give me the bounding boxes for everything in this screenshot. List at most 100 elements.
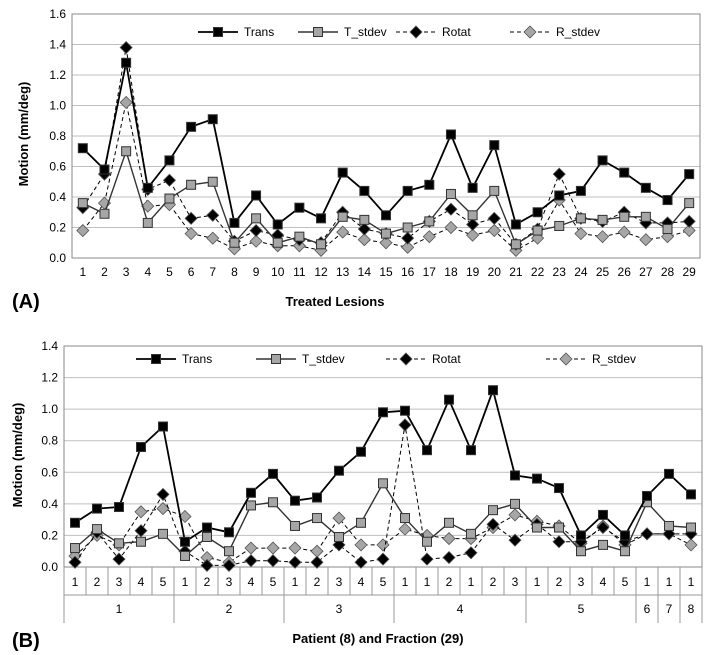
panel-a-point-r-stdev bbox=[617, 225, 631, 239]
panel-a-point-trans bbox=[402, 185, 413, 196]
panel-a-point-rotat bbox=[206, 208, 220, 222]
panel-b-point-trans bbox=[114, 502, 124, 513]
panel-b-fraction-label: 2 bbox=[204, 575, 211, 589]
panel-a-x-tick-label: 11 bbox=[293, 265, 306, 279]
panel-a-y-tick-label: 1.6 bbox=[49, 7, 66, 21]
panel-a-x-tick-label: 19 bbox=[466, 265, 480, 279]
panel-a-point-rotat bbox=[249, 223, 263, 238]
panel-b-point-trans bbox=[422, 445, 432, 456]
panel-b-fraction-label: 5 bbox=[622, 575, 629, 589]
panel-b-fraction-label: 1 bbox=[534, 575, 541, 589]
panel-a-x-tick-label: 22 bbox=[531, 265, 545, 279]
panel-a-point-t-stdev bbox=[186, 179, 197, 190]
panel-b-legend-marker bbox=[399, 352, 413, 366]
panel-a-legend-marker bbox=[313, 27, 323, 37]
panel-b-point-trans bbox=[664, 468, 674, 479]
panel-a-point-t-stdev bbox=[272, 237, 283, 248]
panel-b-fraction-label: 5 bbox=[270, 575, 277, 589]
panel-a-point-t-stdev bbox=[532, 225, 543, 236]
panel-b-point-t-stdev bbox=[554, 522, 564, 533]
panel-b-point-trans bbox=[92, 503, 102, 514]
panel-a-point-t-stdev bbox=[337, 211, 348, 222]
panel-a-point-t-stdev bbox=[424, 216, 435, 227]
panel-a-x-tick-label: 29 bbox=[682, 265, 696, 279]
panel-a-y-tick-label: 1.4 bbox=[49, 38, 66, 52]
panel-b-point-rotat bbox=[464, 546, 478, 560]
panel-b-point-r-stdev bbox=[266, 541, 280, 555]
panel-b-fraction-label: 1 bbox=[402, 575, 409, 589]
panel-b-y-tick-label: 0.2 bbox=[41, 528, 58, 542]
panel-a-y-tick-label: 1.2 bbox=[49, 68, 66, 82]
panel-a-point-trans bbox=[272, 219, 283, 230]
panel-b-legend-marker bbox=[151, 354, 161, 364]
panel-b-point-t-stdev bbox=[312, 513, 322, 524]
panel-a-point-rotat bbox=[552, 167, 566, 181]
panel-b-fraction-label: 2 bbox=[556, 575, 563, 589]
panel-a-x-tick-label: 7 bbox=[209, 265, 216, 279]
panel-a-point-t-stdev bbox=[597, 214, 608, 225]
panel-b-fraction-label: 1 bbox=[666, 575, 673, 589]
panel-b-point-t-stdev bbox=[664, 520, 674, 531]
panel-b-point-trans bbox=[444, 394, 454, 405]
panel-a-x-tick-label: 23 bbox=[553, 265, 567, 279]
panel-b-fraction-label: 2 bbox=[490, 575, 497, 589]
panel-b-legend-label: Trans bbox=[182, 352, 212, 366]
panel-a-x-tick-label: 16 bbox=[401, 265, 415, 279]
panel-a-y-tick-label: 0.4 bbox=[49, 190, 66, 204]
panel-a-point-trans bbox=[662, 195, 673, 206]
panel-a-x-tick-label: 24 bbox=[574, 265, 588, 279]
panel-a-point-trans bbox=[489, 140, 500, 151]
panel-b-fraction-label: 1 bbox=[468, 575, 475, 589]
panel-b-fraction-label: 1 bbox=[292, 575, 299, 589]
panel-a-point-t-stdev bbox=[640, 211, 651, 222]
panel-a-point-r-stdev bbox=[401, 240, 415, 254]
panel-b-point-rotat bbox=[200, 558, 214, 572]
panel-b-point-trans bbox=[620, 530, 630, 541]
panel-b-point-trans bbox=[268, 468, 278, 479]
panel-a-point-t-stdev bbox=[554, 220, 565, 231]
panel-b-point-t-stdev bbox=[158, 528, 168, 539]
panel-a-point-t-stdev bbox=[510, 239, 521, 250]
panel-b-point-t-stdev bbox=[70, 543, 80, 554]
panel-a-point-trans bbox=[381, 210, 391, 221]
panel-a-point-trans bbox=[445, 129, 456, 140]
panel-a-x-tick-label: 17 bbox=[423, 265, 437, 279]
panel-b-y-tick-label: 1.0 bbox=[41, 402, 58, 416]
panel-b-fraction-label: 4 bbox=[248, 575, 255, 589]
panel-b-y-tick-label: 1.2 bbox=[41, 371, 58, 385]
panel-b-point-rotat bbox=[222, 558, 236, 572]
panel-b-legend: Trans T_stdev Rotat R_stdev bbox=[136, 352, 636, 366]
panel-a-legend-marker bbox=[213, 27, 223, 37]
panel-b-point-t-stdev bbox=[224, 546, 234, 557]
panel-a-point-trans bbox=[294, 202, 305, 213]
panel-b-point-rotat bbox=[112, 552, 126, 566]
panel-a-point-r-stdev bbox=[574, 227, 588, 241]
panel-b-point-trans bbox=[576, 530, 586, 541]
panel-b-point-trans bbox=[400, 405, 410, 416]
panel-b-point-t-stdev bbox=[488, 505, 498, 516]
panel-b-point-t-stdev bbox=[290, 520, 300, 531]
panel-b-point-trans bbox=[158, 421, 168, 432]
panel-a-point-rotat bbox=[357, 222, 371, 236]
panel-b-point-t-stdev bbox=[92, 524, 102, 535]
panel-b-fraction-label: 1 bbox=[644, 575, 651, 589]
panel-a-x-tick-label: 2 bbox=[101, 265, 108, 279]
panel-a-point-t-stdev bbox=[684, 198, 695, 209]
panel-a-x-tick-label: 9 bbox=[253, 265, 260, 279]
panel-b-legend-label: R_stdev bbox=[592, 352, 636, 366]
panel-a-point-t-stdev bbox=[121, 146, 132, 157]
panel-b-point-rotat bbox=[552, 535, 566, 549]
panel-b-point-rotat bbox=[486, 517, 500, 531]
panel-a-point-rotat bbox=[184, 211, 198, 225]
panel-a-point-r-stdev bbox=[76, 223, 90, 238]
panel-b-point-rotat bbox=[596, 520, 610, 535]
panel-b-label: (B) bbox=[12, 630, 40, 652]
panel-a-point-r-stdev bbox=[119, 95, 133, 110]
panel-a-x-tick-label: 20 bbox=[488, 265, 502, 279]
panel-a-point-r-stdev bbox=[357, 233, 371, 247]
panel-b-point-trans bbox=[598, 509, 608, 520]
panel-a-point-rotat bbox=[682, 214, 696, 228]
panel-a-point-trans bbox=[554, 190, 565, 201]
panel-b-point-trans bbox=[686, 489, 696, 500]
